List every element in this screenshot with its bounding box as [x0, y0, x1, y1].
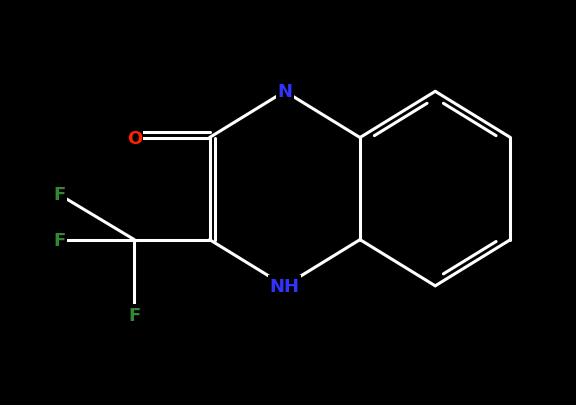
Text: F: F — [53, 186, 65, 204]
Text: NH: NH — [270, 277, 300, 295]
Text: O: O — [127, 129, 142, 147]
Text: F: F — [128, 306, 141, 324]
Text: N: N — [277, 83, 292, 101]
Text: F: F — [53, 231, 65, 249]
